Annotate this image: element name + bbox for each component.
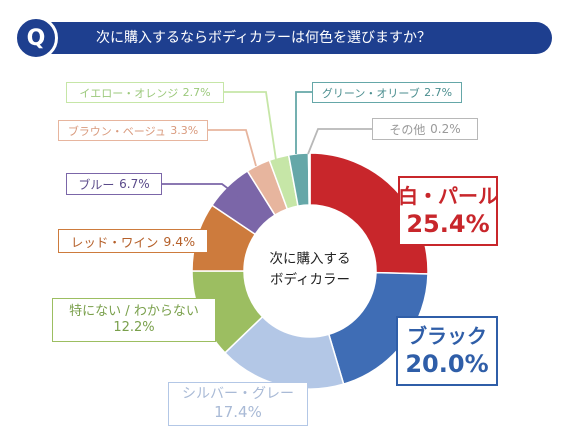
label-blue: ブルー 6.7% — [66, 173, 162, 195]
slice-other — [307, 152, 311, 206]
label-name-yellow-orange: イエロー・オレンジ — [79, 86, 179, 100]
label-white-pearl: 白・パール 25.4% — [398, 176, 498, 246]
leader-line-yellow-orange — [224, 91, 277, 161]
label-silver-gray: シルバー・グレー 17.4% — [168, 382, 308, 426]
leader-line-other — [307, 128, 372, 155]
label-value-other: 0.2% — [430, 122, 461, 136]
label-red-wine: レッド・ワイン 9.4% — [58, 229, 208, 253]
center-label-line2: ボディカラー — [270, 271, 350, 288]
label-value-yellow-orange: 2.7% — [182, 86, 211, 99]
center-label-line1: 次に購入する — [270, 251, 351, 267]
label-value-black: 20.0% — [405, 349, 489, 378]
label-name-other: その他 — [389, 122, 426, 137]
question-bar — [32, 22, 552, 54]
label-value-blue: 6.7% — [119, 177, 150, 191]
label-name-silver-gray: シルバー・グレー — [182, 385, 294, 402]
label-name-none-unknown: 特にない / わからない — [69, 303, 199, 319]
label-name-brown-beige: ブラウン・ベージュ — [67, 124, 166, 138]
label-value-none-unknown: 12.2% — [113, 320, 155, 335]
label-name-white-pearl: 白・パール — [398, 183, 498, 208]
label-name-blue: ブルー — [78, 177, 115, 192]
label-value-silver-gray: 17.4% — [214, 403, 262, 422]
leader-line-brown-beige — [208, 129, 257, 167]
question-text: 次に購入するならボディカラーは何色を選びますか？ — [96, 30, 432, 46]
label-value-green-olive: 2.7% — [424, 86, 453, 99]
q-badge: Q — [14, 16, 58, 60]
label-value-red-wine: 9.4% — [163, 233, 196, 249]
label-none-unknown: 特にない / わからない 12.2% — [52, 298, 216, 342]
label-other: その他 0.2% — [372, 118, 478, 140]
label-name-green-olive: グリーン・オリーブ — [321, 86, 420, 100]
leader-line-green-olive — [295, 91, 312, 154]
label-brown-beige: ブラウン・ベージュ 3.3% — [58, 120, 208, 141]
label-value-brown-beige: 3.3% — [170, 124, 199, 137]
leader-line-blue — [162, 183, 239, 197]
label-name-red-wine: レッド・ワイン — [70, 234, 159, 250]
label-yellow-orange: イエロー・オレンジ 2.7% — [66, 82, 224, 103]
label-green-olive: グリーン・オリーブ 2.7% — [312, 82, 462, 103]
label-value-white-pearl: 25.4% — [406, 209, 490, 238]
label-black: ブラック 20.0% — [396, 316, 498, 386]
question-header: Q 次に購入するならボディカラーは何色を選びますか？ — [14, 16, 552, 60]
label-name-black: ブラック — [407, 323, 487, 348]
